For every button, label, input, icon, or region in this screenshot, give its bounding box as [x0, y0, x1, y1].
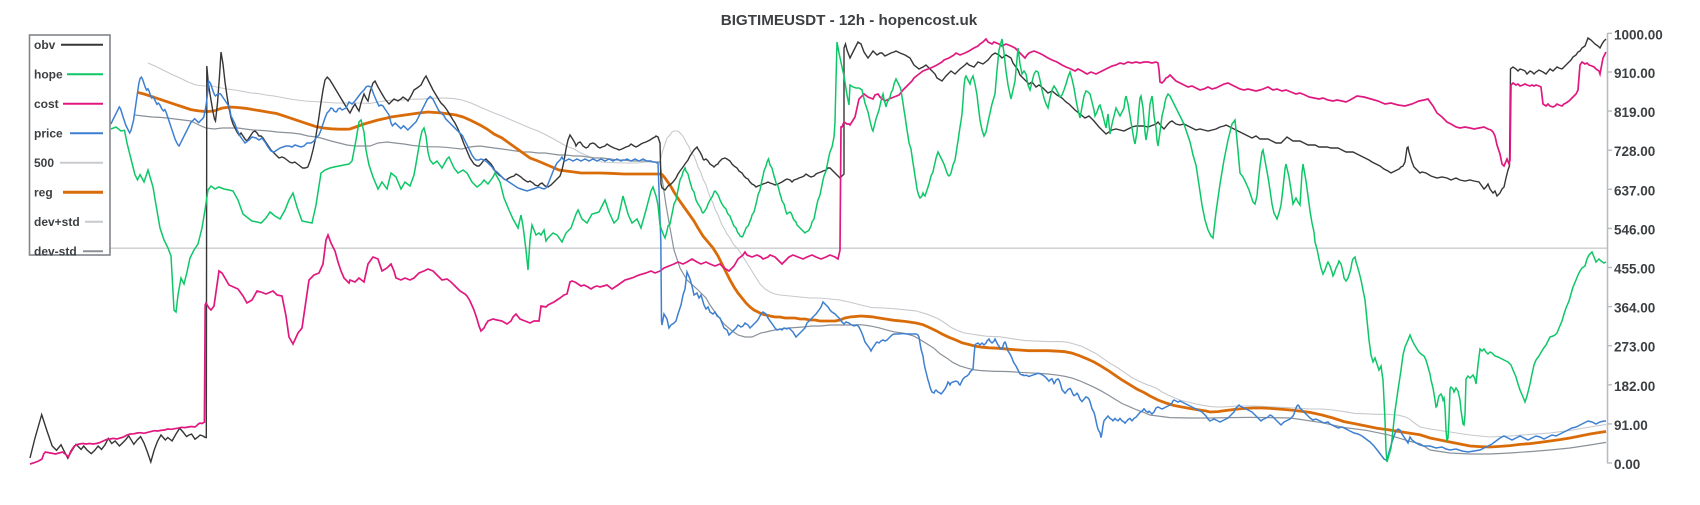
svg-text:dev-std: dev-std [34, 245, 77, 259]
svg-text:910.00: 910.00 [1614, 66, 1655, 81]
svg-text:182.00: 182.00 [1614, 379, 1655, 394]
svg-text:price: price [34, 127, 63, 141]
svg-text:reg: reg [34, 186, 53, 200]
svg-text:273.00: 273.00 [1614, 340, 1655, 355]
svg-text:hope: hope [34, 68, 63, 82]
svg-text:637.00: 637.00 [1614, 183, 1655, 198]
svg-text:364.00: 364.00 [1614, 301, 1655, 316]
svg-text:obv: obv [34, 38, 56, 52]
svg-text:dev+std: dev+std [34, 215, 80, 229]
svg-text:455.00: 455.00 [1614, 262, 1655, 277]
svg-text:728.00: 728.00 [1614, 144, 1655, 159]
svg-text:BIGTIMEUSDT - 12h - hopencost.: BIGTIMEUSDT - 12h - hopencost.uk [721, 12, 978, 29]
svg-text:819.00: 819.00 [1614, 105, 1655, 120]
svg-text:cost: cost [34, 97, 59, 111]
svg-text:91.00: 91.00 [1614, 418, 1648, 433]
svg-text:546.00: 546.00 [1614, 222, 1655, 237]
svg-text:500: 500 [34, 156, 54, 170]
svg-text:1000.00: 1000.00 [1614, 27, 1663, 42]
svg-text:0.00: 0.00 [1614, 457, 1640, 472]
